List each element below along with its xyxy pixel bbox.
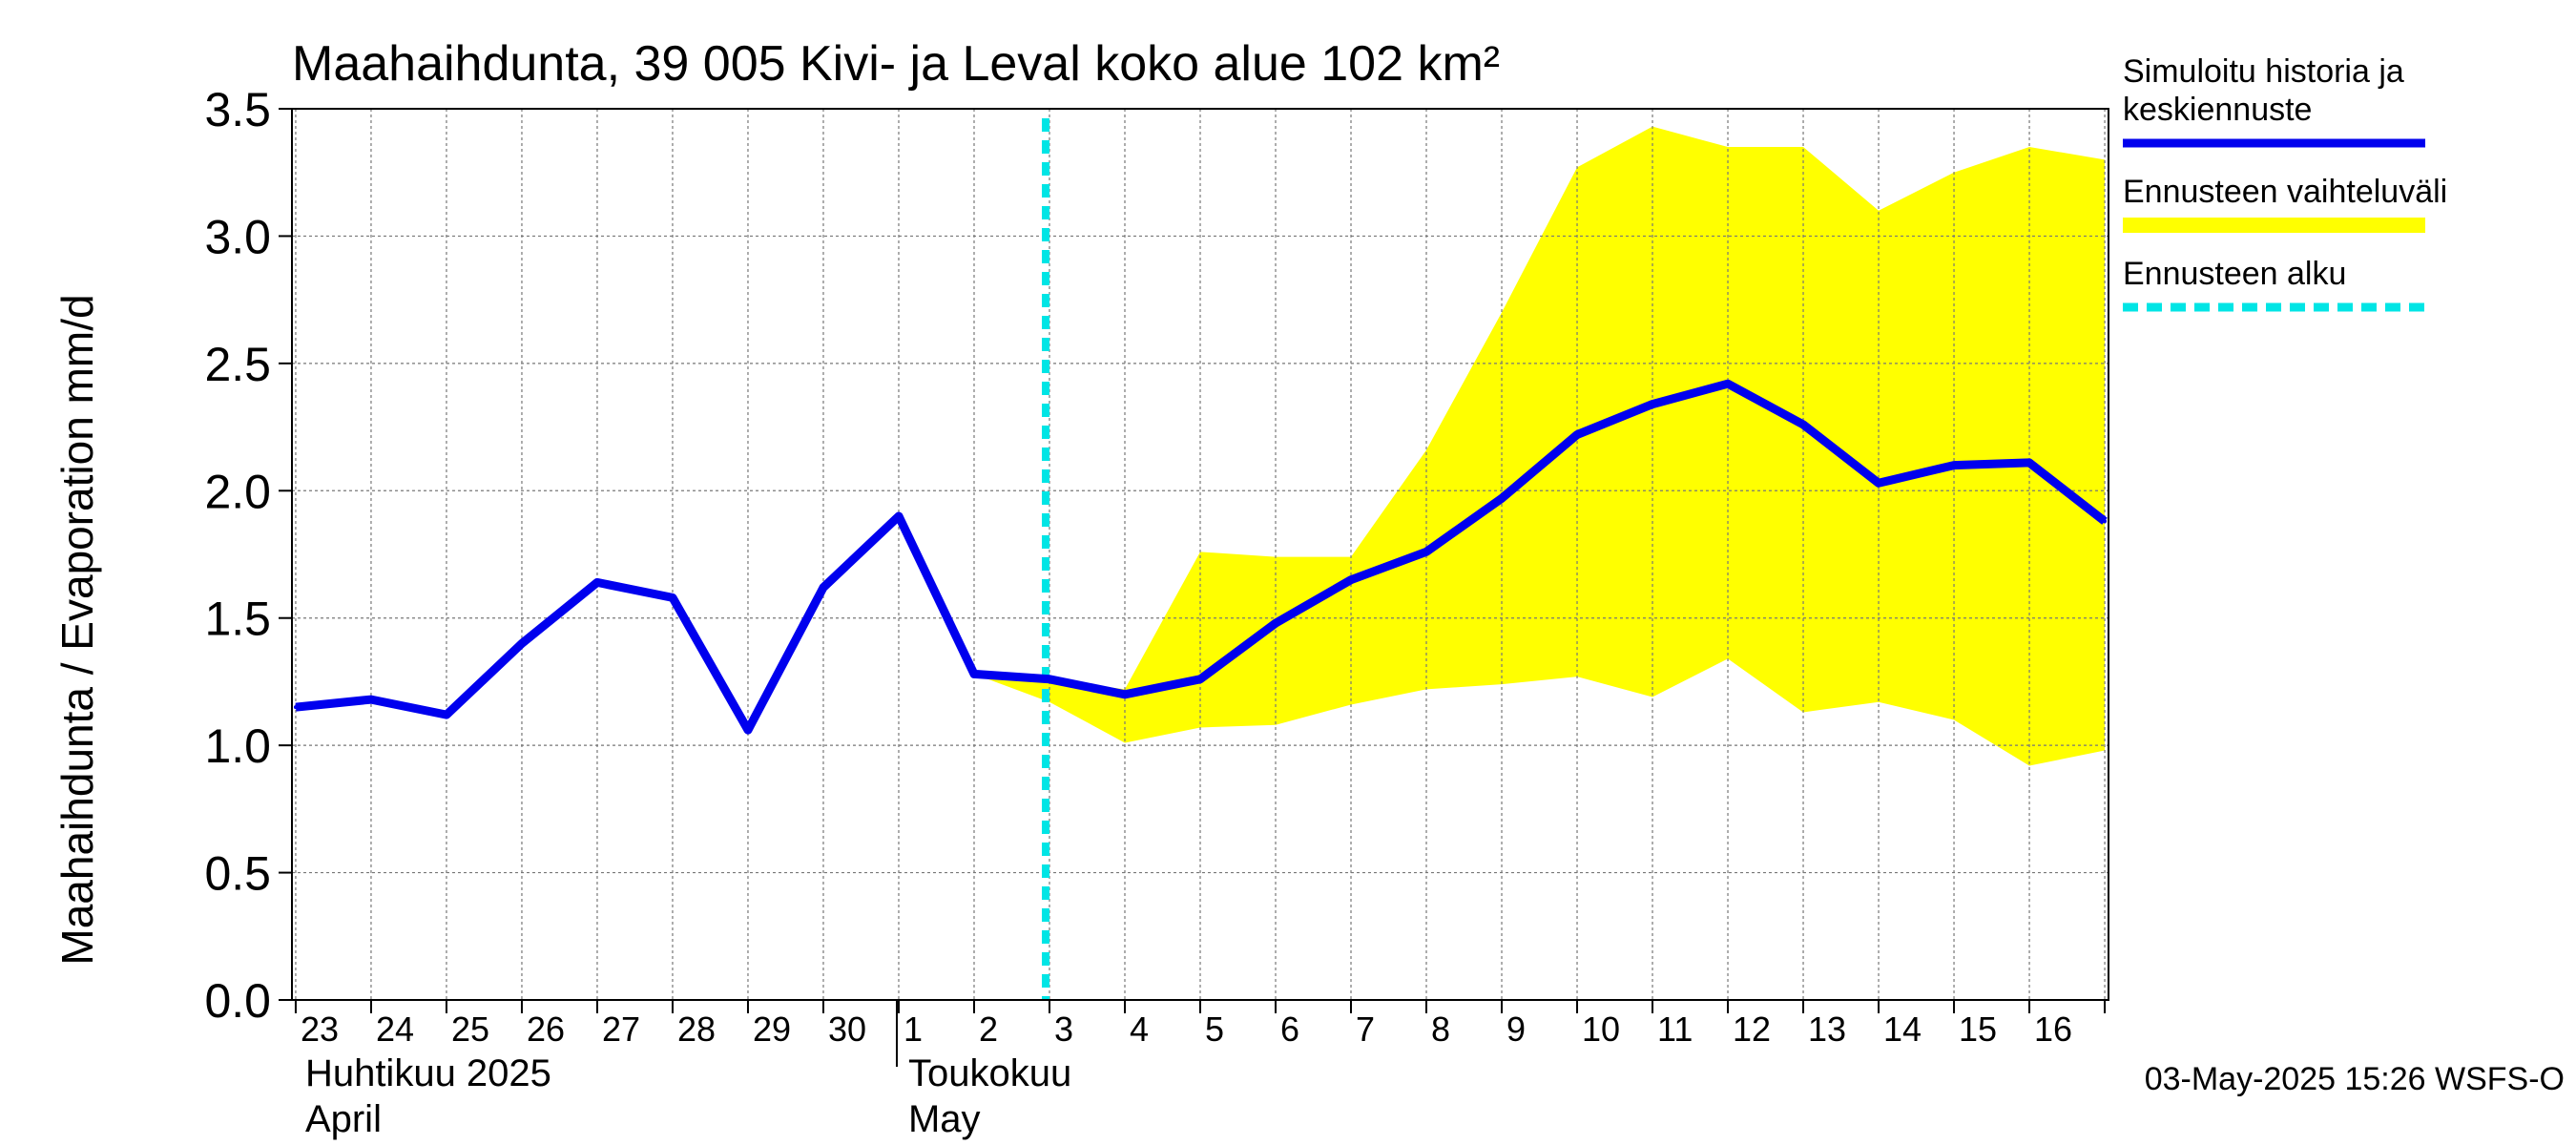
series-point [519,641,524,646]
x-tick-label: 27 [602,1010,640,1049]
chart-title: Maahaihdunta, 39 005 Kivi- ja Leval koko… [292,36,1500,92]
month-label-en: May [908,1098,981,1140]
y-tick-label: 3.5 [204,83,271,136]
series-point [1500,496,1505,501]
y-tick-label: 0.0 [204,974,271,1028]
y-tick-label: 1.0 [204,719,271,773]
x-tick-label: 4 [1130,1010,1149,1049]
series-point [1651,402,1655,406]
series-point [594,580,599,585]
x-tick-label: 14 [1883,1010,1922,1049]
series-point [2027,460,2032,465]
legend-label: Simuloitu historia ja [2123,53,2404,90]
x-tick-label: 8 [1431,1010,1450,1049]
series-point [293,705,298,710]
series-point [821,585,825,590]
series-point [670,595,675,600]
x-tick-label: 30 [828,1010,866,1049]
legend-label: Ennusteen alku [2123,256,2346,292]
y-tick-label: 2.0 [204,465,271,518]
x-tick-label: 23 [301,1010,339,1049]
series-point [1047,677,1051,681]
x-tick-label: 12 [1733,1010,1771,1049]
plot-area: 0.00.51.01.52.02.53.03.523 24 25 26 27 28 29 30… [204,83,2109,1140]
x-tick-label: 13 [1808,1010,1846,1049]
series-point [1877,481,1881,486]
footer-timestamp: 03-May-2025 15:26 WSFS-O [2145,1061,2565,1097]
series-point [971,672,976,677]
series-point [444,713,448,718]
x-tick-label: 6 [1280,1010,1299,1049]
x-tick-label: 5 [1205,1010,1224,1049]
series-point [1122,692,1127,697]
y-tick-label: 2.5 [204,338,271,391]
forecast-band [973,126,2106,766]
y-tick-label: 1.5 [204,593,271,646]
y-tick-label: 3.0 [204,210,271,263]
x-tick-label: 3 [1054,1010,1073,1049]
x-tick-label: 10 [1582,1010,1620,1049]
x-tick-label: 11 [1657,1010,1693,1049]
series-point [368,697,373,702]
x-tick-label: 7 [1356,1010,1375,1049]
series-point [1349,577,1354,582]
series-point [745,728,750,733]
legend-label: Ennusteen vaihteluväli [2123,174,2447,210]
x-tick-label: 24 [376,1010,414,1049]
y-axis-label: Maahaihdunta / Evaporation mm/d [52,294,102,965]
x-tick-label: 16 [2034,1010,2072,1049]
series-point [1575,432,1580,437]
x-tick-label: 29 [753,1010,791,1049]
series-point [1424,550,1429,554]
x-tick-label: 9 [1506,1010,1526,1049]
month-label-fi: Toukokuu [908,1052,1071,1094]
x-tick-label: 28 [677,1010,716,1049]
x-tick-label: 1 [904,1010,923,1049]
series-point [2103,519,2108,524]
series-point [1198,677,1202,681]
x-tick-label: 26 [527,1010,565,1049]
series-point [1274,621,1278,626]
y-tick-label: 0.5 [204,847,271,901]
legend-label: keskiennuste [2123,92,2312,128]
series-point [1801,422,1806,427]
month-label-fi: Huhtikuu 2025 [305,1052,551,1094]
series-point [1952,463,1957,468]
x-tick-label: 15 [1959,1010,1997,1049]
series-point [896,513,901,518]
legend-swatch-band [2123,218,2425,233]
month-label-en: April [305,1098,382,1140]
x-tick-label: 2 [979,1010,998,1049]
x-tick-label: 25 [451,1010,489,1049]
series-point [1726,382,1731,386]
